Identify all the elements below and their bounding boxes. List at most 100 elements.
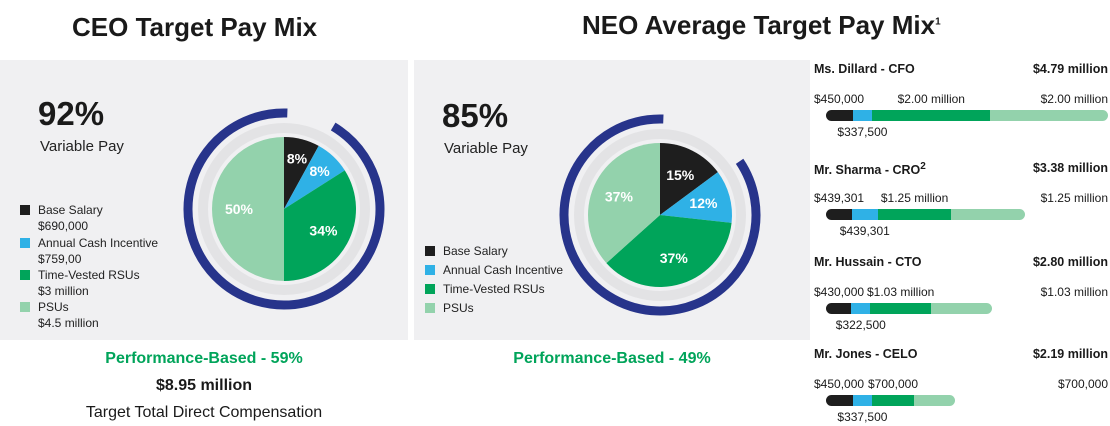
legend-label: Annual Cash Incentive: [38, 236, 159, 250]
ceo-legend-psu: PSUs $4.5 million: [20, 299, 158, 331]
neo-legend-cash: Annual Cash Incentive: [425, 262, 563, 281]
neo-slice-base: [660, 143, 718, 215]
bar-segment-base: [826, 395, 853, 406]
executive-total: $2.80 million: [1032, 255, 1108, 269]
neo-variable-pay-ring: [559, 114, 761, 316]
bar-segment-psu: [951, 209, 1025, 220]
legend-value: $3 million: [38, 284, 89, 298]
swatch-base: [20, 205, 30, 215]
ceo-legend: Base Salary $690,000 Annual Cash Incentiv…: [20, 202, 158, 331]
executive-name: Mr. Sharma - CRO2: [814, 161, 926, 178]
neo-slice-label-cash: 12%: [689, 195, 718, 211]
ceo-slice-label-psu: 50%: [225, 201, 254, 217]
bar-segment-rsu: [877, 209, 952, 220]
swatch-cash: [425, 265, 435, 275]
executive-name-footnote: 2: [920, 161, 926, 172]
ceo-variable-pay-ring: [183, 108, 385, 310]
neo-variable-pct: 85%: [442, 97, 509, 134]
legend-label: PSUs: [38, 300, 69, 314]
swatch-cash: [20, 238, 30, 248]
label-psu: $2.00 million: [1040, 92, 1108, 106]
executive-total: $4.79 million: [1032, 62, 1108, 76]
ceo-inner-ring: [198, 123, 370, 295]
executive-total: $3.38 million: [1032, 161, 1108, 175]
legend-value: $759,00: [38, 252, 82, 266]
neo-title: NEO Average Target Pay Mix1: [582, 10, 941, 41]
ceo-total-label: Target Total Direct Compensation: [85, 404, 323, 421]
executive-bar: [826, 209, 1025, 220]
ceo-legend-rsu: Time-Vested RSUs $3 million: [20, 267, 158, 299]
label-cash: $322,500: [835, 318, 886, 332]
executive-bar: [826, 303, 992, 314]
bar-segment-cash: [852, 110, 873, 121]
neo-slice-label-psu: 37%: [605, 189, 634, 205]
executive-name: Ms. Dillard - CFO: [814, 62, 915, 76]
label-base: $430,000: [814, 285, 865, 299]
ceo-slice-base: [284, 137, 319, 209]
label-base: $450,000: [814, 377, 865, 391]
ceo-legend-base: Base Salary $690,000: [20, 202, 158, 235]
ceo-slice-label-cash: 8%: [309, 163, 330, 179]
neo-pie-chart: 15% 12% 37% 37%: [559, 114, 761, 316]
bar-segment-rsu: [872, 110, 991, 121]
ceo-total: $8.95 million: [155, 377, 253, 394]
label-psu: $1.25 million: [1040, 191, 1108, 205]
ceo-slice-cash: [284, 145, 345, 209]
executive-name: Mr. Hussain - CTO: [814, 255, 922, 269]
legend-label: PSUs: [443, 301, 474, 315]
label-cash: $337,500: [837, 125, 888, 139]
bar-segment-base: [826, 303, 852, 314]
ceo-title: CEO Target Pay Mix: [72, 12, 318, 42]
label-psu: $700,000: [1057, 377, 1108, 391]
label-base: $450,000: [814, 92, 865, 106]
executive-name: Mr. Jones - CELO: [814, 347, 918, 361]
bar-segment-base: [826, 110, 853, 121]
bar-segment-psu: [930, 303, 992, 314]
label-rsu: $700,000: [867, 377, 919, 391]
neo-legend: Base Salary Annual Cash Incentive Time-V…: [425, 243, 563, 319]
swatch-base: [425, 246, 435, 256]
bar-segment-psu: [990, 110, 1108, 121]
ceo-slice-label-base: 8%: [287, 151, 308, 167]
ceo-legend-cash: Annual Cash Incentive $759,00: [20, 235, 158, 267]
ceo-slice-psu: [212, 137, 284, 281]
legend-label: Time-Vested RSUs: [38, 268, 140, 282]
bar-segment-rsu: [870, 303, 931, 314]
executive-bar: [826, 110, 1108, 121]
ceo-pie-chart: 8%8% 34% 50%: [183, 108, 385, 310]
swatch-psu: [20, 302, 30, 312]
neo-individual-bars: Ms. Dillard - CFO $4.79 million $450,000 $2…: [814, 0, 1110, 426]
swatch-psu: [425, 303, 435, 313]
bar-segment-cash: [852, 395, 873, 406]
bar-segment-psu: [913, 395, 955, 406]
label-base: $439,301: [814, 191, 865, 205]
ceo-slice-label-rsu: 34%: [309, 223, 338, 239]
ceo-variable-label: Variable Pay: [40, 138, 124, 155]
swatch-rsu: [425, 284, 435, 294]
bar-segment-cash: [851, 303, 871, 314]
legend-label: Base Salary: [38, 203, 103, 217]
neo-legend-psu: PSUs: [425, 300, 563, 319]
executive-bar: [826, 395, 955, 406]
label-cash: $439,301: [839, 224, 890, 238]
neo-slice-rsu: [606, 215, 732, 287]
legend-label: Base Salary: [443, 244, 508, 258]
ceo-performance: Performance-Based - 59%: [105, 350, 303, 367]
legend-value: $690,000: [38, 219, 89, 233]
neo-variable-label: Variable Pay: [444, 140, 528, 157]
neo-title-text: NEO Average Target Pay Mix: [582, 10, 936, 40]
label-psu: $1.03 million: [1040, 285, 1108, 299]
label-rsu: $1.25 million: [880, 191, 949, 205]
ceo-slice-rsu: [284, 170, 356, 281]
bar-segment-cash: [851, 209, 878, 220]
neo-legend-rsu: Time-Vested RSUs: [425, 281, 563, 300]
bar-segment-rsu: [872, 395, 914, 406]
neo-slice-cash: [660, 172, 732, 223]
legend-label: Time-Vested RSUs: [443, 282, 545, 296]
legend-label: Annual Cash Incentive: [443, 263, 564, 277]
label-rsu: $1.03 million: [866, 285, 935, 299]
label-rsu: $2.00 million: [897, 92, 965, 106]
neo-performance: Performance-Based - 49%: [513, 350, 711, 367]
neo-legend-base: Base Salary: [425, 243, 563, 262]
ceo-variable-pct: 92%: [38, 95, 105, 132]
